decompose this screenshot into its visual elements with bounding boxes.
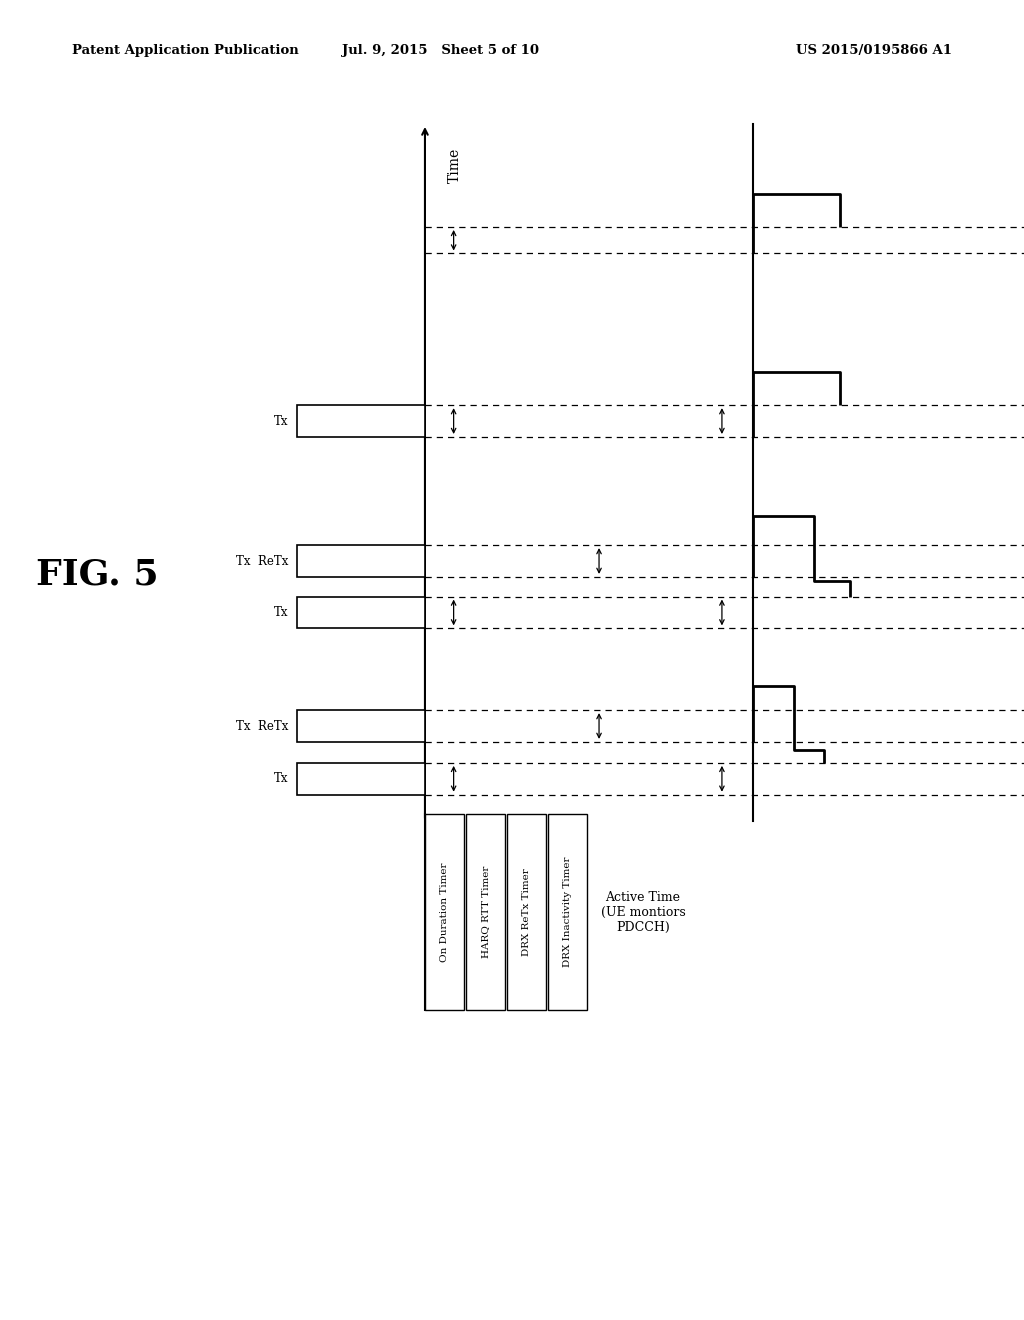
Text: DRX ReTx Timer: DRX ReTx Timer <box>522 869 530 956</box>
Text: HARQ RTT Timer: HARQ RTT Timer <box>481 866 489 958</box>
Text: Jul. 9, 2015   Sheet 5 of 10: Jul. 9, 2015 Sheet 5 of 10 <box>342 44 539 57</box>
Text: Tx: Tx <box>274 772 289 785</box>
Text: DRX Inactivity Timer: DRX Inactivity Timer <box>563 857 571 968</box>
Text: Patent Application Publication: Patent Application Publication <box>72 44 298 57</box>
FancyBboxPatch shape <box>297 597 425 628</box>
Text: Active Time
(UE montiors
PDCCH): Active Time (UE montiors PDCCH) <box>601 891 685 933</box>
FancyBboxPatch shape <box>297 405 425 437</box>
FancyBboxPatch shape <box>425 814 464 1010</box>
FancyBboxPatch shape <box>507 814 546 1010</box>
FancyBboxPatch shape <box>297 763 425 795</box>
FancyBboxPatch shape <box>297 545 425 577</box>
Text: Tx  ReTx: Tx ReTx <box>237 719 289 733</box>
FancyBboxPatch shape <box>297 710 425 742</box>
Text: US 2015/0195866 A1: US 2015/0195866 A1 <box>797 44 952 57</box>
Text: Tx  ReTx: Tx ReTx <box>237 554 289 568</box>
Text: On Duration Timer: On Duration Timer <box>440 862 449 962</box>
Text: Tx: Tx <box>274 606 289 619</box>
Text: FIG. 5: FIG. 5 <box>36 557 159 591</box>
FancyBboxPatch shape <box>466 814 505 1010</box>
Text: Time: Time <box>447 148 462 182</box>
Text: Tx: Tx <box>274 414 289 428</box>
FancyBboxPatch shape <box>548 814 587 1010</box>
